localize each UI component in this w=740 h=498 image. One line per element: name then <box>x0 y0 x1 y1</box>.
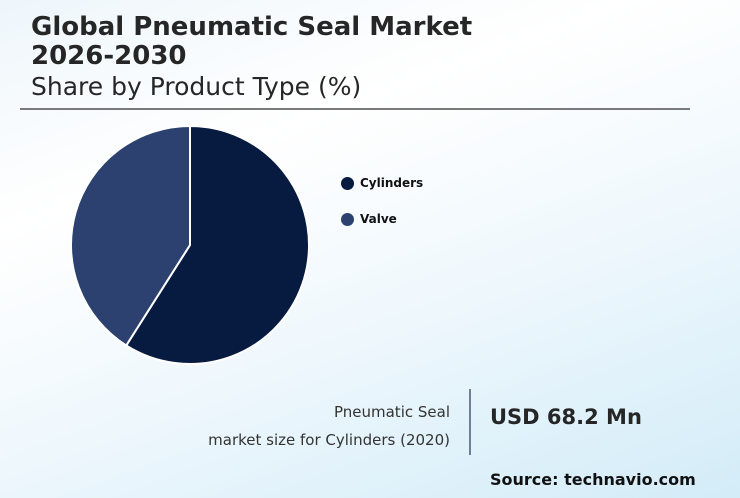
legend-label: Cylinders <box>360 176 424 190</box>
title-line-2: 2026-2030 <box>31 41 187 71</box>
legend-item-cylinders: Cylinders <box>341 174 423 192</box>
kpi-divider <box>469 389 471 455</box>
pie-slice-cylinders <box>124 124 310 365</box>
kpi-value: USD 68.2 Mn <box>490 405 642 429</box>
header-divider <box>20 108 690 110</box>
legend: Cylinders Valve <box>341 174 423 246</box>
legend-label: Valve <box>360 212 397 226</box>
legend-swatch-valve <box>341 212 354 226</box>
legend-item-valve: Valve <box>341 210 423 228</box>
chart-title: Global Pneumatic Seal Market 2026-2030 <box>31 13 472 71</box>
kpi-label-line-1: Pneumatic Seal <box>333 403 450 421</box>
legend-swatch-cylinders <box>341 176 354 190</box>
pie-chart <box>70 124 310 365</box>
title-line-1: Global Pneumatic Seal Market <box>31 12 473 42</box>
source-credit: Source: technavio.com <box>490 470 696 489</box>
kpi-label: Pneumatic Seal market size for Cylinders… <box>208 398 450 454</box>
kpi-label-line-2: market size for Cylinders (2020) <box>208 431 450 449</box>
pie-slice-valve <box>70 124 191 347</box>
chart-subtitle: Share by Product Type (%) <box>31 72 362 101</box>
